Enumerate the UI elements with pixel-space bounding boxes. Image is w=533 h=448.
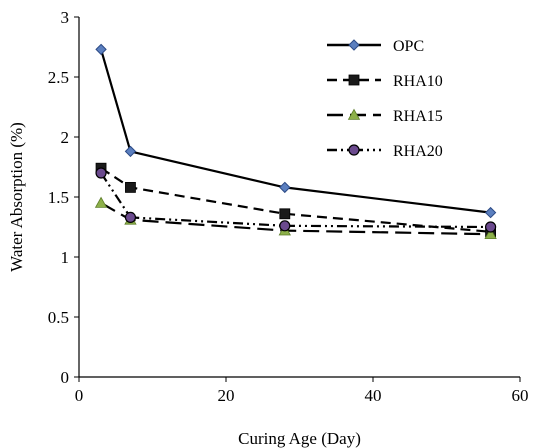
legend-marker xyxy=(348,74,360,86)
series-line-rha20 xyxy=(100,172,491,229)
axes xyxy=(78,17,520,378)
y-tick-label: 1.5 xyxy=(48,188,69,207)
legend: OPC RHA10 RHA15 RHA20 xyxy=(327,38,443,160)
legend-marker xyxy=(348,144,360,156)
y-tick-label: 0.5 xyxy=(48,308,69,327)
y-tick-label: 2 xyxy=(61,128,70,147)
legend-item-opc: OPC xyxy=(327,38,424,55)
data-point-opc xyxy=(484,206,497,219)
legend-item-rha10: RHA10 xyxy=(327,73,443,90)
ticks: 0 0.5 1 1.5 2 2.5 3 0 20 40 60 xyxy=(48,8,529,405)
x-tick-label: 40 xyxy=(365,386,382,405)
x-axis-label: Curing Age (Day) xyxy=(238,429,361,448)
data-point-opc xyxy=(95,43,107,56)
y-tick-label: 3 xyxy=(61,8,70,27)
y-tick-label: 1 xyxy=(61,248,70,267)
data-point-opc xyxy=(279,181,291,194)
series-line-rha15 xyxy=(100,202,491,236)
legend-marker xyxy=(348,39,360,51)
series-rha20 xyxy=(95,167,497,233)
data-point-rha10 xyxy=(279,208,291,220)
legend-label: OPC xyxy=(393,38,424,55)
data-point-opc xyxy=(124,145,137,158)
y-tick-label: 0 xyxy=(61,368,70,387)
legend-label: RHA20 xyxy=(393,143,443,160)
data-point-rha20 xyxy=(124,211,137,223)
series-line-opc xyxy=(99,49,491,214)
legend-item-rha20: RHA20 xyxy=(327,143,443,160)
legend-marker xyxy=(347,108,361,120)
data-point-rha20 xyxy=(279,220,291,232)
legend-item-rha15: RHA15 xyxy=(327,108,443,125)
legend-label: RHA15 xyxy=(393,108,443,125)
series-opc xyxy=(95,43,497,219)
y-axis-label: Water Absorption (%) xyxy=(7,122,26,272)
x-tick-label: 60 xyxy=(512,386,529,405)
data-point-rha15 xyxy=(484,227,497,240)
series-line-rha10 xyxy=(100,167,491,233)
data-point-rha20 xyxy=(485,221,497,233)
data-point-rha20 xyxy=(95,167,107,179)
data-point-rha10 xyxy=(125,181,136,193)
series-layer xyxy=(94,43,497,240)
data-point-rha15 xyxy=(94,196,108,208)
y-tick-label: 2.5 xyxy=(48,68,69,87)
legend-label: RHA10 xyxy=(393,73,443,90)
x-tick-label: 0 xyxy=(75,386,84,405)
x-tick-label: 20 xyxy=(218,386,235,405)
